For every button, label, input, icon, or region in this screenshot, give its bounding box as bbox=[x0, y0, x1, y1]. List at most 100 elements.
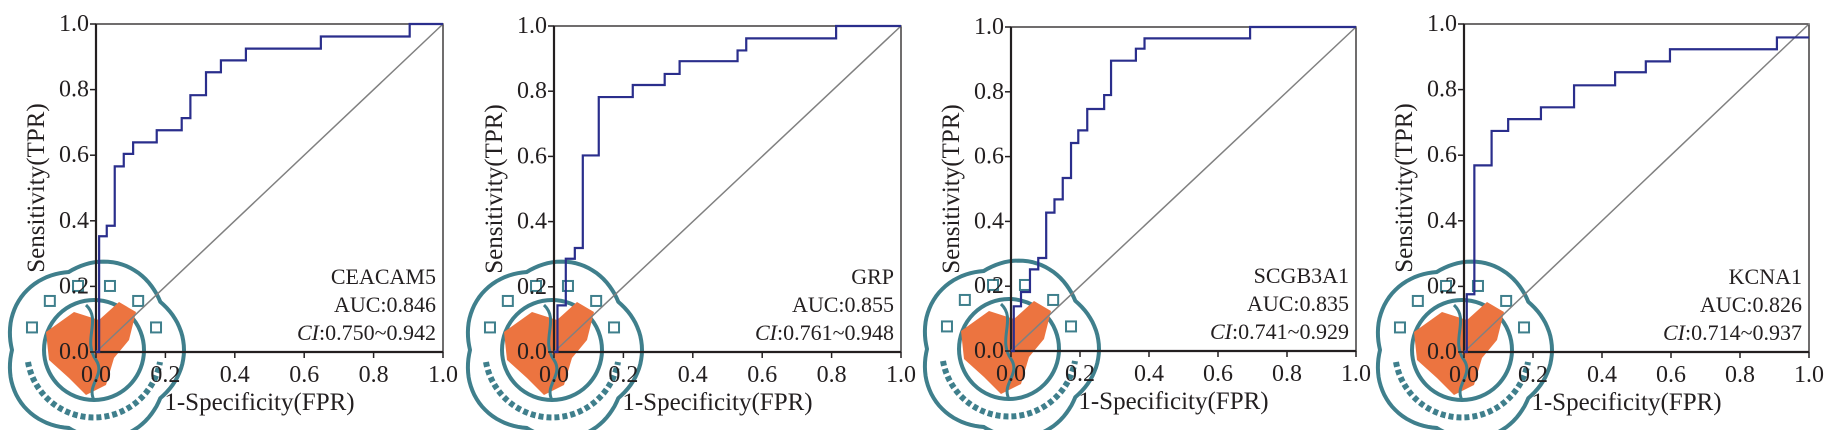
y-tick-label: 1.0 bbox=[1427, 11, 1457, 37]
x-tick-label: 0.6 bbox=[747, 362, 777, 388]
logo-en-lettering-mark bbox=[25, 361, 163, 421]
x-tick-label: 0.0 bbox=[81, 362, 111, 388]
y-tick-label: 0.2 bbox=[974, 273, 1004, 299]
ci-label: CI:0.741~0.929 bbox=[1210, 319, 1349, 344]
y-tick-label: 0.0 bbox=[517, 339, 547, 365]
logo-staff-icon bbox=[999, 302, 1016, 400]
auc-label: AUC:0.826 bbox=[1700, 292, 1802, 317]
logo-outer-ring bbox=[465, 259, 645, 430]
ci-value: :0.750~0.942 bbox=[319, 320, 436, 345]
x-tick-label: 1.0 bbox=[1341, 361, 1371, 387]
logo-en-lettering-mark bbox=[940, 360, 1078, 420]
x-tick-label: 0.4 bbox=[678, 362, 708, 388]
logo-cn-glyph-mark bbox=[25, 321, 38, 334]
roc-curve bbox=[1464, 36, 1809, 354]
y-tick-label: 1.0 bbox=[59, 11, 89, 37]
roc-curve bbox=[96, 22, 443, 354]
roc-curve bbox=[554, 24, 901, 354]
y-tick-label: 0.6 bbox=[517, 143, 547, 169]
chinese-medical-association-logo bbox=[922, 258, 1102, 430]
x-tick-label: 0.2 bbox=[1518, 362, 1548, 388]
y-tick-label: 1.0 bbox=[517, 13, 547, 39]
x-tick-label: 0.8 bbox=[1272, 361, 1302, 387]
y-tick-label: 0.0 bbox=[1427, 339, 1457, 365]
ci-prefix: CI bbox=[755, 320, 779, 345]
roc-panel-grp: 0.0 0.2 0.4 0.6 0.8 1.0 0.0 0.2 0.4 0.6 0.8 1.0 1-Sp… bbox=[465, 13, 916, 430]
logo-en-lettering-mark bbox=[483, 361, 621, 421]
logo-staff-icon bbox=[542, 303, 559, 401]
roc-panel-scgb3a1: 0.0 0.2 0.4 0.6 0.8 1.0 0.0 0.2 0.4 0.6 0.8 1.0 1-Sp… bbox=[922, 14, 1371, 430]
y-tick-label: 0.4 bbox=[59, 208, 89, 234]
chinese-medical-association-logo bbox=[465, 259, 645, 430]
logo-outer-ring bbox=[7, 259, 187, 430]
x-axis-title: 1-Specificity(FPR) bbox=[164, 389, 354, 416]
x-tick-label: 0.6 bbox=[1203, 361, 1233, 387]
logo-cn-glyph-mark bbox=[1500, 294, 1513, 307]
x-axis-title: 1-Specificity(FPR) bbox=[622, 389, 812, 416]
ci-label: CI:0.714~0.937 bbox=[1663, 320, 1802, 345]
x-tick-label: 1.0 bbox=[886, 362, 916, 388]
marker-name-label: CEACAM5 bbox=[331, 264, 436, 289]
x-tick-label: 0.6 bbox=[1656, 362, 1686, 388]
reference-diagonal-line bbox=[553, 25, 902, 353]
ci-label: CI:0.761~0.948 bbox=[755, 320, 894, 345]
x-tick-label: 0.8 bbox=[359, 362, 389, 388]
y-tick-label: 0.6 bbox=[1427, 142, 1457, 168]
reference-diagonal-line bbox=[95, 23, 444, 353]
auc-label: AUC:0.855 bbox=[792, 292, 894, 317]
reference-diagonal-line bbox=[1463, 23, 1810, 353]
logo-staff-icon bbox=[84, 303, 101, 401]
logo-cn-glyph-mark bbox=[530, 279, 543, 292]
marker-name-label: GRP bbox=[851, 264, 894, 289]
roc-curve bbox=[1011, 25, 1356, 353]
logo-cn-glyph-mark bbox=[501, 294, 514, 307]
ci-prefix: CI bbox=[297, 320, 321, 345]
x-tick-label: 0.0 bbox=[539, 362, 569, 388]
logo-cn-glyph-mark bbox=[561, 279, 574, 292]
x-tick-label: 0.0 bbox=[1449, 362, 1479, 388]
logo-cn-glyph-mark bbox=[1018, 278, 1031, 291]
x-tick-label: 1.0 bbox=[428, 362, 458, 388]
logo-cn-glyph-mark bbox=[43, 294, 56, 307]
x-tick-label: 0.8 bbox=[1725, 362, 1755, 388]
y-axis-title: Sensitivity(TPR) bbox=[938, 104, 965, 273]
roc-panel-kcna1: 0.0 0.2 0.4 0.6 0.8 1.0 0.0 0.2 0.4 0.6 0.8 1.0 1-Sp… bbox=[1375, 11, 1824, 430]
ci-value: :0.741~0.929 bbox=[1232, 319, 1349, 344]
logo-cn-glyph-mark bbox=[1471, 279, 1484, 292]
logo-en-lettering-mark bbox=[1393, 361, 1531, 421]
logo-cn-glyph-mark bbox=[958, 293, 971, 306]
logo-outer-ring bbox=[1375, 259, 1555, 430]
marker-name-label: KCNA1 bbox=[1729, 264, 1802, 289]
y-tick-label: 0.8 bbox=[974, 79, 1004, 105]
x-tick-label: 0.2 bbox=[150, 362, 180, 388]
logo-cn-glyph-mark bbox=[1411, 294, 1424, 307]
logo-cn-glyph-mark bbox=[150, 321, 163, 334]
x-tick-label: 0.2 bbox=[1065, 361, 1095, 387]
logo-cn-glyph-mark bbox=[1518, 321, 1531, 334]
roc-panel-ceacam5: 0.0 0.2 0.4 0.6 0.8 1.0 0.0 0.2 0.4 0.6 0.8 1.0 1-Sp… bbox=[7, 11, 458, 430]
x-axis-title: 1-Specificity(FPR) bbox=[1078, 388, 1268, 415]
x-tick-label: 0.4 bbox=[1134, 361, 1164, 387]
y-tick-label: 0.2 bbox=[59, 273, 89, 299]
logo-cn-glyph-mark bbox=[608, 321, 621, 334]
x-tick-label: 1.0 bbox=[1794, 362, 1824, 388]
ci-prefix: CI bbox=[1663, 320, 1687, 345]
ci-value: :0.761~0.948 bbox=[777, 320, 894, 345]
logo-cn-glyph-mark bbox=[72, 279, 85, 292]
y-tick-label: 0.8 bbox=[59, 77, 89, 103]
y-axis-title: Sensitivity(TPR) bbox=[1391, 103, 1418, 272]
logo-cn-glyph-mark bbox=[1440, 279, 1453, 292]
y-axis-title: Sensitivity(TPR) bbox=[481, 104, 508, 273]
y-tick-label: 0.8 bbox=[1427, 77, 1457, 103]
y-tick-label: 0.8 bbox=[517, 78, 547, 104]
x-tick-label: 0.6 bbox=[289, 362, 319, 388]
auc-label: AUC:0.835 bbox=[1247, 291, 1349, 316]
ci-label: CI:0.750~0.942 bbox=[297, 320, 436, 345]
y-tick-label: 0.2 bbox=[517, 274, 547, 300]
reference-diagonal-line bbox=[1010, 26, 1357, 352]
x-tick-label: 0.4 bbox=[1587, 362, 1617, 388]
x-tick-label: 0.2 bbox=[608, 362, 638, 388]
x-tick-label: 0.4 bbox=[220, 362, 250, 388]
x-axis-title: 1-Specificity(FPR) bbox=[1531, 389, 1721, 416]
